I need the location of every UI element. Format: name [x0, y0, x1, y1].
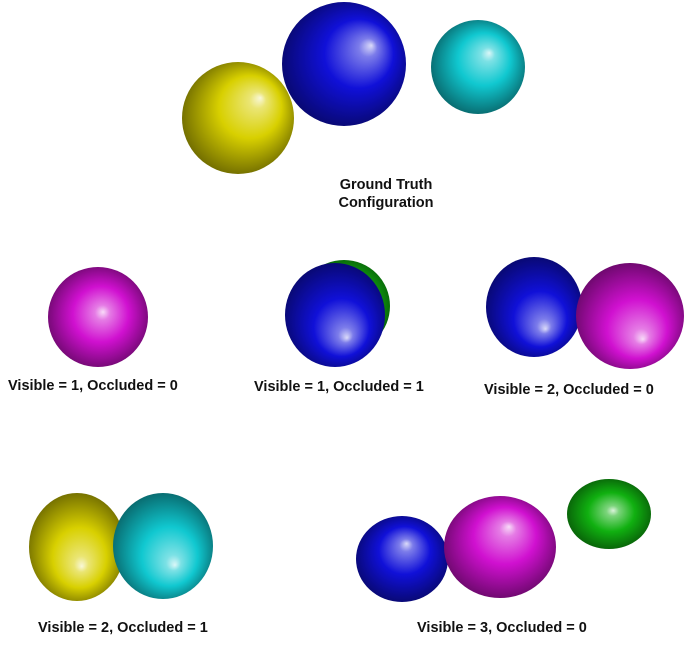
gt-cyan-sphere — [431, 20, 525, 114]
ex5-green-sphere — [567, 479, 651, 549]
example-3-caption: Visible = 2, Occluded = 0 — [484, 382, 654, 398]
ground-truth-caption-line1: Ground Truth — [339, 177, 433, 193]
example-4-caption: Visible = 2, Occluded = 1 — [38, 620, 208, 636]
ex3-magenta-sphere — [576, 263, 684, 369]
ex4-yellow-sphere — [29, 493, 125, 601]
gt-yellow-sphere — [182, 62, 294, 174]
ground-truth-caption: Ground Truth Configuration — [300, 176, 472, 212]
example-1-caption: Visible = 1, Occluded = 0 — [8, 378, 178, 394]
example-5-caption: Visible = 3, Occluded = 0 — [417, 620, 587, 636]
ex1-magenta-sphere — [48, 267, 148, 367]
example-2-caption: Visible = 1, Occluded = 1 — [254, 379, 424, 395]
ex5-magenta-sphere — [444, 496, 556, 598]
ex5-blue-sphere — [356, 516, 448, 602]
ground-truth-caption-line2: Configuration — [338, 195, 434, 211]
ex4-cyan-sphere — [113, 493, 213, 599]
gt-blue-sphere — [282, 2, 406, 126]
ex3-blue-sphere — [486, 257, 582, 357]
ex2-blue-sphere — [285, 263, 385, 367]
